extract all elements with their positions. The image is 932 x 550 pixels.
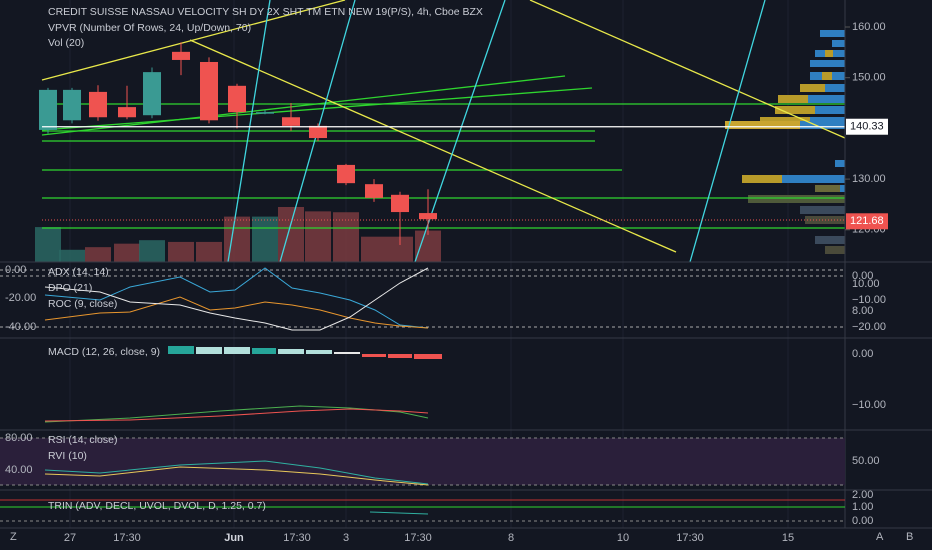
candle-body <box>89 91 107 118</box>
volume-bar <box>85 247 111 262</box>
volume-bar <box>35 227 61 262</box>
scale-label: 0.00 <box>852 270 873 282</box>
scale-label: 80.00 <box>5 432 33 444</box>
study-label: MACD (12, 26, close, 9) <box>48 346 160 358</box>
time-label: Jun <box>224 532 244 544</box>
button[interactable]: Z <box>10 531 17 543</box>
scale-label: 50.00 <box>852 455 880 467</box>
study-label: RSI (14, close) <box>48 434 117 446</box>
time-label: 8 <box>508 532 514 544</box>
scale-label: 8.00 <box>852 305 873 317</box>
volume-bar <box>168 241 194 262</box>
time-label: 17:30 <box>676 532 704 544</box>
time-label: 15 <box>782 532 794 544</box>
candles <box>39 42 437 246</box>
study-label: DPO (21) <box>48 282 92 294</box>
volume-bar <box>305 211 331 262</box>
study: Vol (20) <box>48 37 84 49</box>
volume-bar <box>114 243 140 262</box>
candle-body <box>419 213 437 220</box>
scale-label: -20.00 <box>5 292 36 304</box>
candle-body <box>256 112 274 114</box>
scale-label: 40.00 <box>5 464 33 476</box>
volume-profile <box>725 30 845 254</box>
candle-body <box>63 89 81 121</box>
time-label: 17:30 <box>283 532 311 544</box>
candle-body <box>143 72 161 116</box>
candle-body <box>391 194 409 213</box>
volume-bar <box>415 230 441 262</box>
time-label: 10 <box>617 532 629 544</box>
button[interactable]: A <box>876 531 884 543</box>
price-label: 130.00 <box>852 173 886 185</box>
volume-bar <box>252 216 278 262</box>
time-label: 3 <box>343 532 349 544</box>
study-label: RVI (10) <box>48 450 87 462</box>
scale-label: 1.00 <box>852 501 873 513</box>
candle-body <box>365 184 383 198</box>
marker-label: 121.68 <box>850 215 884 227</box>
price-label: 160.00 <box>852 21 886 33</box>
scale-label: −20.00 <box>852 321 886 333</box>
pane-separators <box>0 261 932 529</box>
candle-body <box>309 125 327 139</box>
study: VPVR (Number Of Rows, 24, Up/Down, 70) <box>48 22 251 34</box>
volume-bar <box>333 212 359 262</box>
study-label: TRIN (ADV, DECL, UVOL, DVOL, D, 1.25, 0.… <box>48 500 266 512</box>
candle-body <box>200 61 218 121</box>
candle-body <box>118 107 136 118</box>
adx-pane <box>0 267 845 331</box>
scale-label: 0.00 <box>852 515 873 527</box>
volume-bar <box>361 236 387 262</box>
volume-bar <box>59 249 85 262</box>
macd-pane <box>44 346 442 423</box>
marker-box <box>846 213 888 230</box>
study-label: ROC (9, close) <box>48 298 117 310</box>
time-label: 17:30 <box>404 532 432 544</box>
scale-label: 10.00 <box>852 278 880 290</box>
time-axis: 27 17:30 Jun 17:30 3 17:30 8 10 17:30 15 <box>64 532 794 544</box>
scale-label: 0.00 <box>5 264 26 276</box>
time-label: 27 <box>64 532 76 544</box>
last-price-box <box>846 118 888 135</box>
trin-pane <box>0 499 845 522</box>
time-label: 17:30 <box>113 532 141 544</box>
candle-body <box>228 85 246 113</box>
scale-label: -40.00 <box>5 321 36 333</box>
volume-bar <box>224 216 250 262</box>
rsi-pane <box>0 437 845 486</box>
button[interactable]: B <box>906 531 913 543</box>
volume-bar <box>139 240 165 262</box>
last-price-label: 140.33 <box>850 121 884 133</box>
scale-label: −10.00 <box>852 294 886 306</box>
candle-body <box>172 51 190 60</box>
volume-bar <box>196 241 222 262</box>
legend: CREDIT SUISSE NASSAU VELOCITY SH DY 2X S… <box>48 6 483 49</box>
symbol: CREDIT SUISSE NASSAU VELOCITY SH DY 2X S… <box>48 6 483 18</box>
price-label: 150.00 <box>852 72 886 84</box>
scale-label: −10.00 <box>852 399 886 411</box>
scale-label: 0.00 <box>852 348 873 360</box>
candle-body <box>39 89 57 130</box>
indicator-labels: ADX (14, 14) DPO (21) ROC (9, close) 0.00 -2… <box>5 264 886 527</box>
candle-body <box>337 164 355 184</box>
candle-body <box>282 117 300 126</box>
scale-label: 2.00 <box>852 489 873 501</box>
study-label: ADX (14, 14) <box>48 266 109 278</box>
